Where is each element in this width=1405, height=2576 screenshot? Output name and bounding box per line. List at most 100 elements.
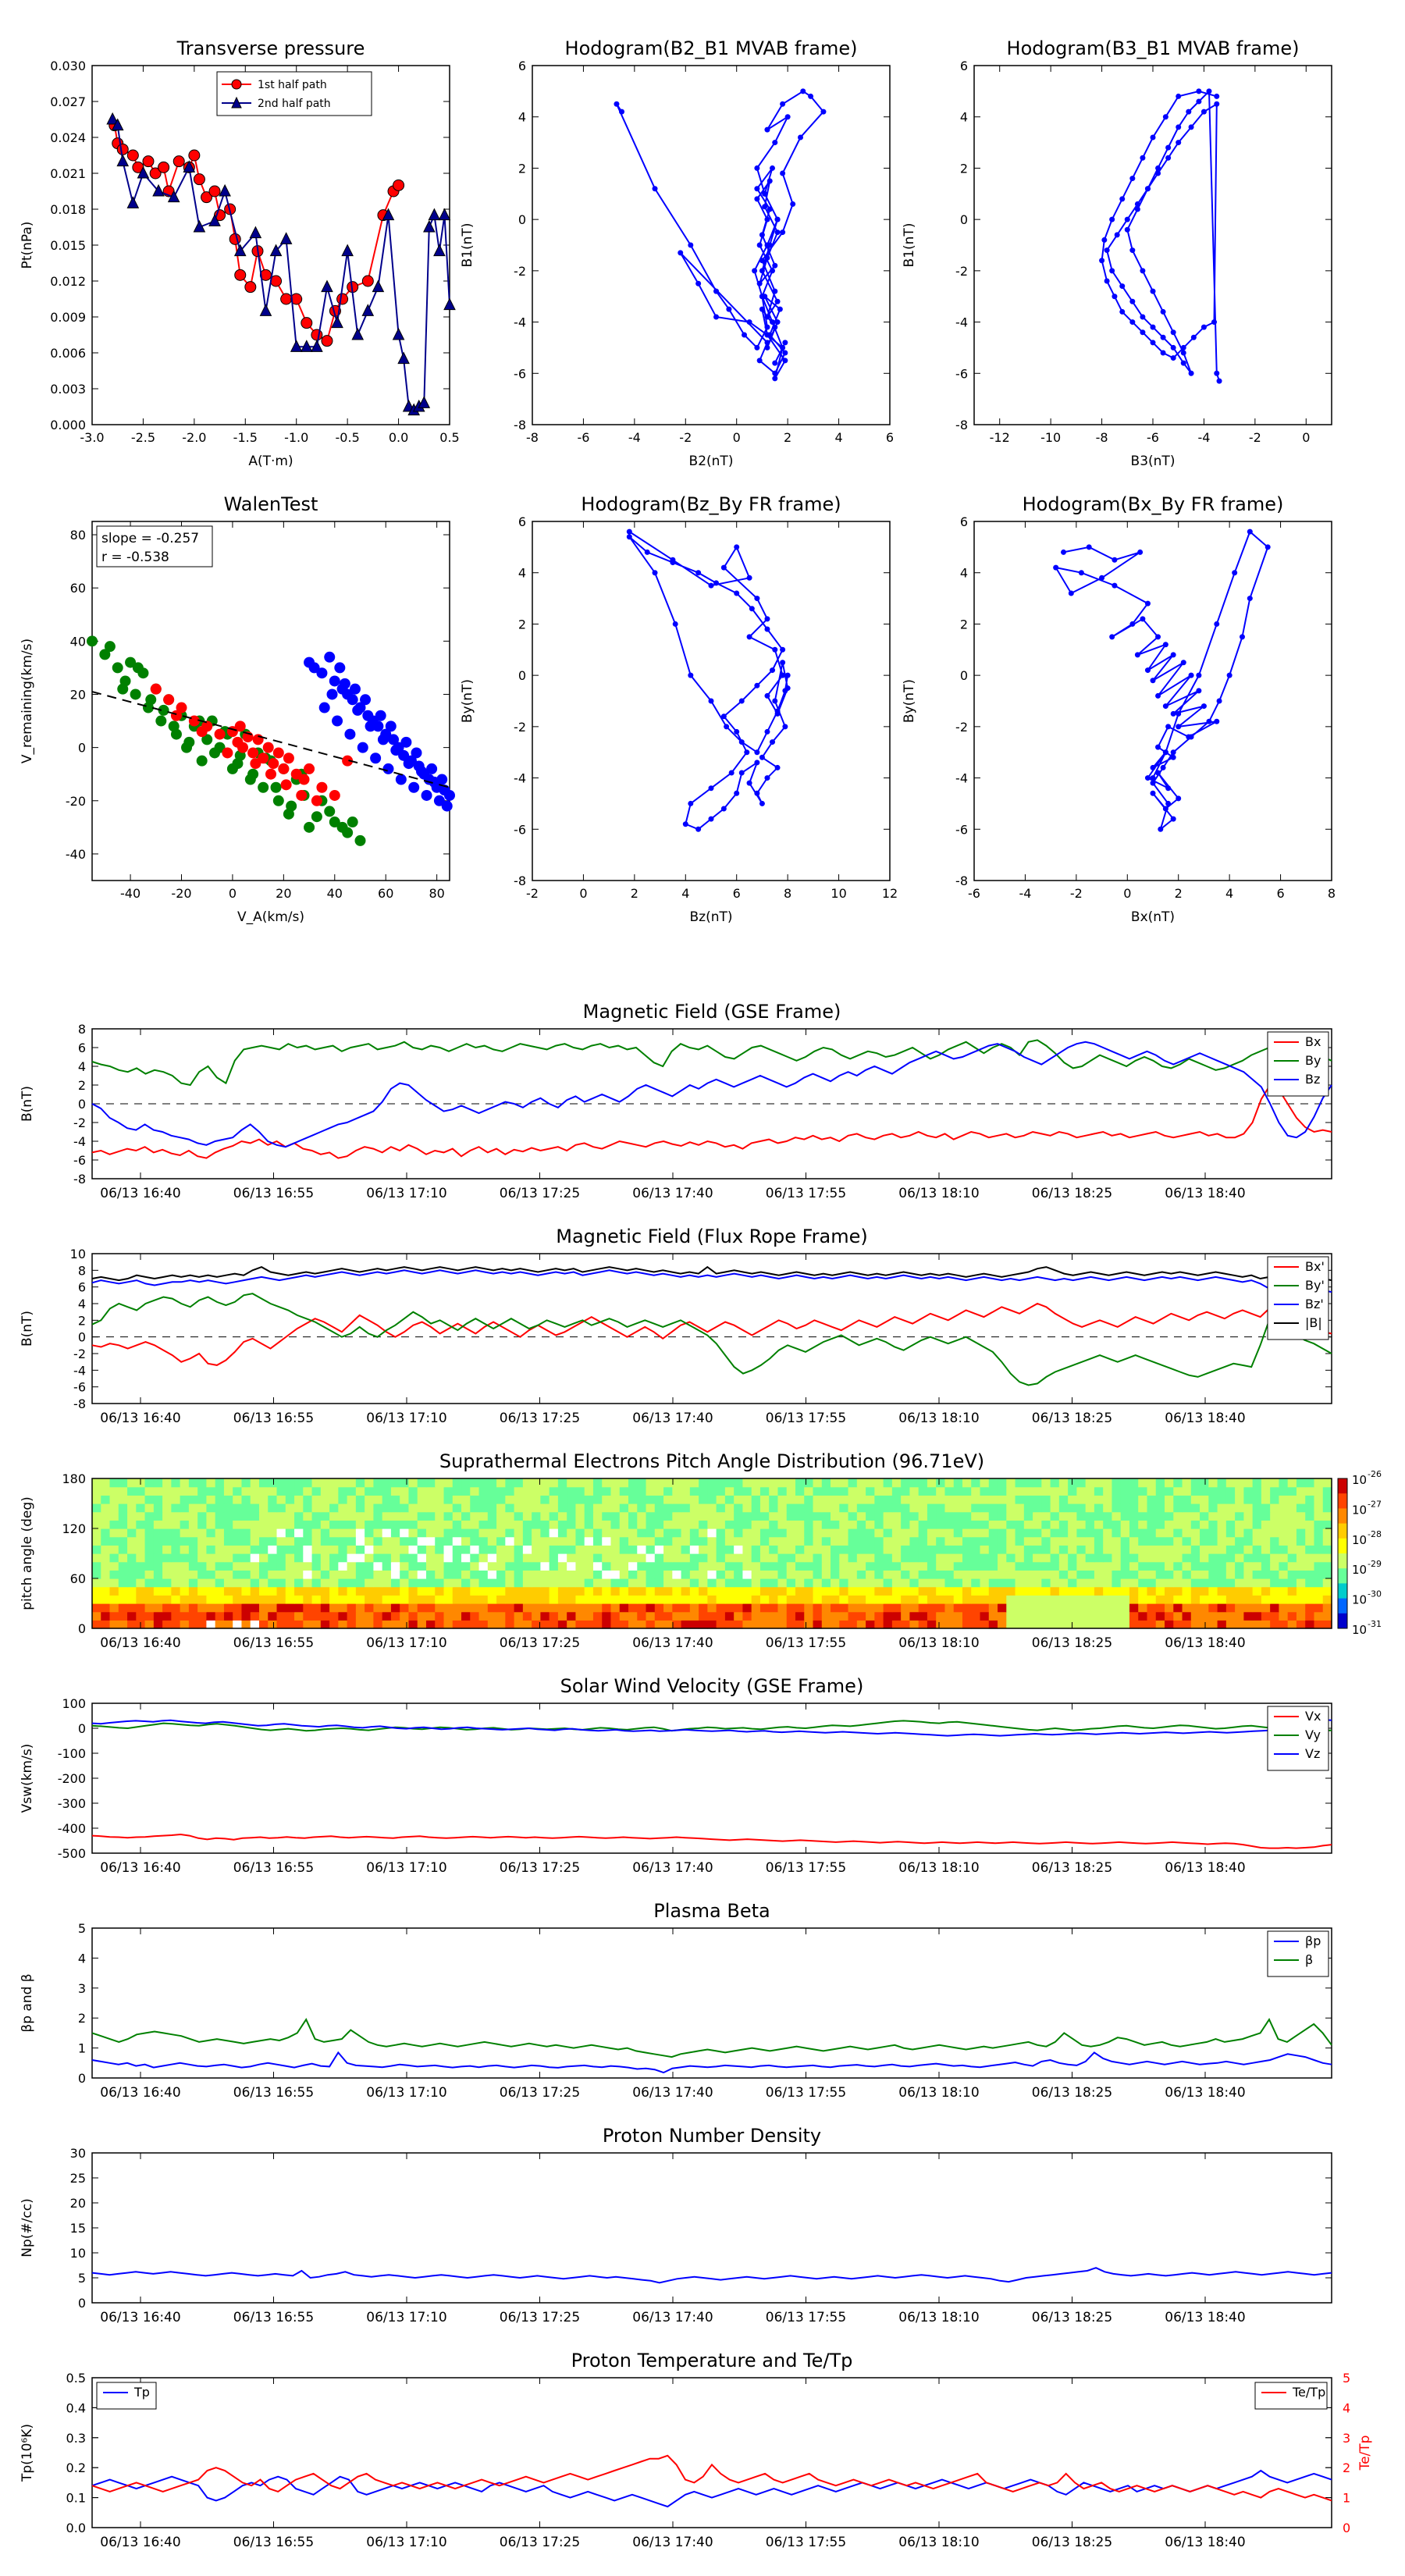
heatmap-cell	[285, 1586, 295, 1596]
heatmap-cell	[417, 1553, 427, 1563]
legend-label: Vx	[1305, 1709, 1321, 1724]
heatmap-cell	[478, 1611, 489, 1621]
heatmap-cell	[1085, 1511, 1095, 1521]
heatmap-cell	[769, 1620, 779, 1629]
heatmap-cell	[1129, 1528, 1139, 1538]
heatmap-cell	[971, 1528, 981, 1538]
y-tick-label: -6	[514, 366, 526, 381]
heatmap-cell	[452, 1486, 462, 1496]
y-tick-label: -40	[66, 847, 86, 862]
heatmap-cell	[1279, 1545, 1289, 1554]
heatmap-cell	[689, 1620, 699, 1629]
heatmap-cell	[223, 1553, 233, 1563]
heatmap-cell	[1182, 1595, 1192, 1604]
heatmap-cell	[944, 1603, 955, 1613]
data-point	[1232, 570, 1238, 576]
heatmap-cell	[92, 1603, 101, 1613]
heatmap-cell	[1068, 1478, 1077, 1488]
heatmap-cell	[567, 1561, 577, 1571]
heatmap-cell	[153, 1503, 163, 1513]
heatmap-cell	[136, 1561, 146, 1571]
heatmap-cell	[1015, 1528, 1025, 1538]
heatmap-cell	[751, 1595, 761, 1604]
data-point	[1216, 378, 1222, 384]
heatmap-cell	[505, 1603, 515, 1613]
heatmap-cell	[681, 1578, 691, 1588]
heatmap-cell	[619, 1620, 629, 1629]
heatmap-cell	[514, 1611, 524, 1621]
heatmap-cell	[689, 1586, 699, 1596]
heatmap-cell	[206, 1620, 216, 1629]
heatmap-cell	[92, 1528, 101, 1538]
heatmap-cell	[347, 1586, 357, 1596]
heatmap-cell	[294, 1620, 304, 1629]
heatmap-cell	[144, 1561, 155, 1571]
y-tick-label: 8	[78, 1022, 86, 1037]
heatmap-cell	[92, 1536, 101, 1546]
heatmap-cell	[883, 1503, 893, 1513]
heatmap-cell	[637, 1611, 647, 1621]
heatmap-cell	[400, 1528, 410, 1538]
heatmap-cell	[927, 1486, 937, 1496]
heatmap-cell	[1050, 1528, 1060, 1538]
heatmap-cell	[478, 1520, 489, 1529]
heatmap-cell	[311, 1520, 322, 1529]
heatmap-cell	[751, 1536, 761, 1546]
heatmap-cell	[1252, 1586, 1262, 1596]
heatmap-cell	[1103, 1595, 1113, 1604]
scatter-point-green	[286, 800, 297, 812]
heatmap-cell	[1085, 1486, 1095, 1496]
heatmap-cell	[92, 1503, 101, 1513]
heatmap-cell	[233, 1511, 243, 1521]
heatmap-cell	[487, 1536, 497, 1546]
heatmap-cell	[487, 1503, 497, 1513]
heatmap-cell	[707, 1586, 717, 1596]
heatmap-cell	[1261, 1486, 1271, 1496]
heatmap-cell	[980, 1503, 990, 1513]
colorbar-segment	[1338, 1568, 1347, 1584]
heatmap-cell	[953, 1528, 963, 1538]
heatmap-cell	[1165, 1553, 1174, 1563]
heatmap-cell	[1322, 1478, 1332, 1488]
heatmap-cell	[813, 1553, 823, 1563]
y-tick-label: 4	[518, 566, 526, 581]
heatmap-cell	[1287, 1495, 1297, 1504]
heatmap-cell	[821, 1528, 831, 1538]
x-tick-label: 06/13 18:40	[1165, 1635, 1245, 1651]
heatmap-cell	[1296, 1620, 1306, 1629]
heatmap-cell	[848, 1611, 858, 1621]
heatmap-cell	[1050, 1503, 1060, 1513]
legend-label: Vy	[1305, 1727, 1321, 1742]
y-tick-label: 2	[518, 617, 526, 632]
heatmap-cell	[953, 1620, 963, 1629]
heatmap-cell	[575, 1620, 585, 1629]
heatmap-cell	[355, 1611, 365, 1621]
panel-hodogram-bz-by: Hodogram(Bz_By FR frame)By(nT)Bz(nT)-8-6…	[460, 493, 898, 925]
heatmap-cell	[425, 1561, 436, 1571]
data-point	[393, 179, 405, 191]
heatmap-cell	[1155, 1486, 1165, 1496]
heatmap-cell	[602, 1595, 612, 1604]
colorbar-segment	[1338, 1478, 1347, 1494]
heatmap-cell	[215, 1520, 225, 1529]
heatmap-cell	[654, 1578, 664, 1588]
heatmap-cell	[268, 1570, 278, 1579]
data-point	[764, 254, 770, 261]
heatmap-cell	[171, 1503, 181, 1513]
data-point	[782, 358, 788, 364]
heatmap-cell	[285, 1528, 295, 1538]
heatmap-cell	[654, 1478, 664, 1488]
heatmap-cell	[584, 1603, 594, 1613]
heatmap-cell	[1287, 1503, 1297, 1513]
heatmap-cell	[311, 1495, 322, 1504]
heatmap-cell	[769, 1595, 779, 1604]
heatmap-cell	[654, 1495, 664, 1504]
heatmap-cell	[962, 1486, 972, 1496]
x-tick-label: 06/13 18:10	[898, 1411, 979, 1426]
y-axis-label: Np(#/cc)	[20, 2198, 35, 2257]
scatter-point-red	[283, 753, 294, 764]
heatmap-cell	[1041, 1478, 1051, 1488]
data-point	[106, 112, 119, 125]
heatmap-cell	[320, 1495, 330, 1504]
scatter-point-red	[278, 763, 290, 774]
